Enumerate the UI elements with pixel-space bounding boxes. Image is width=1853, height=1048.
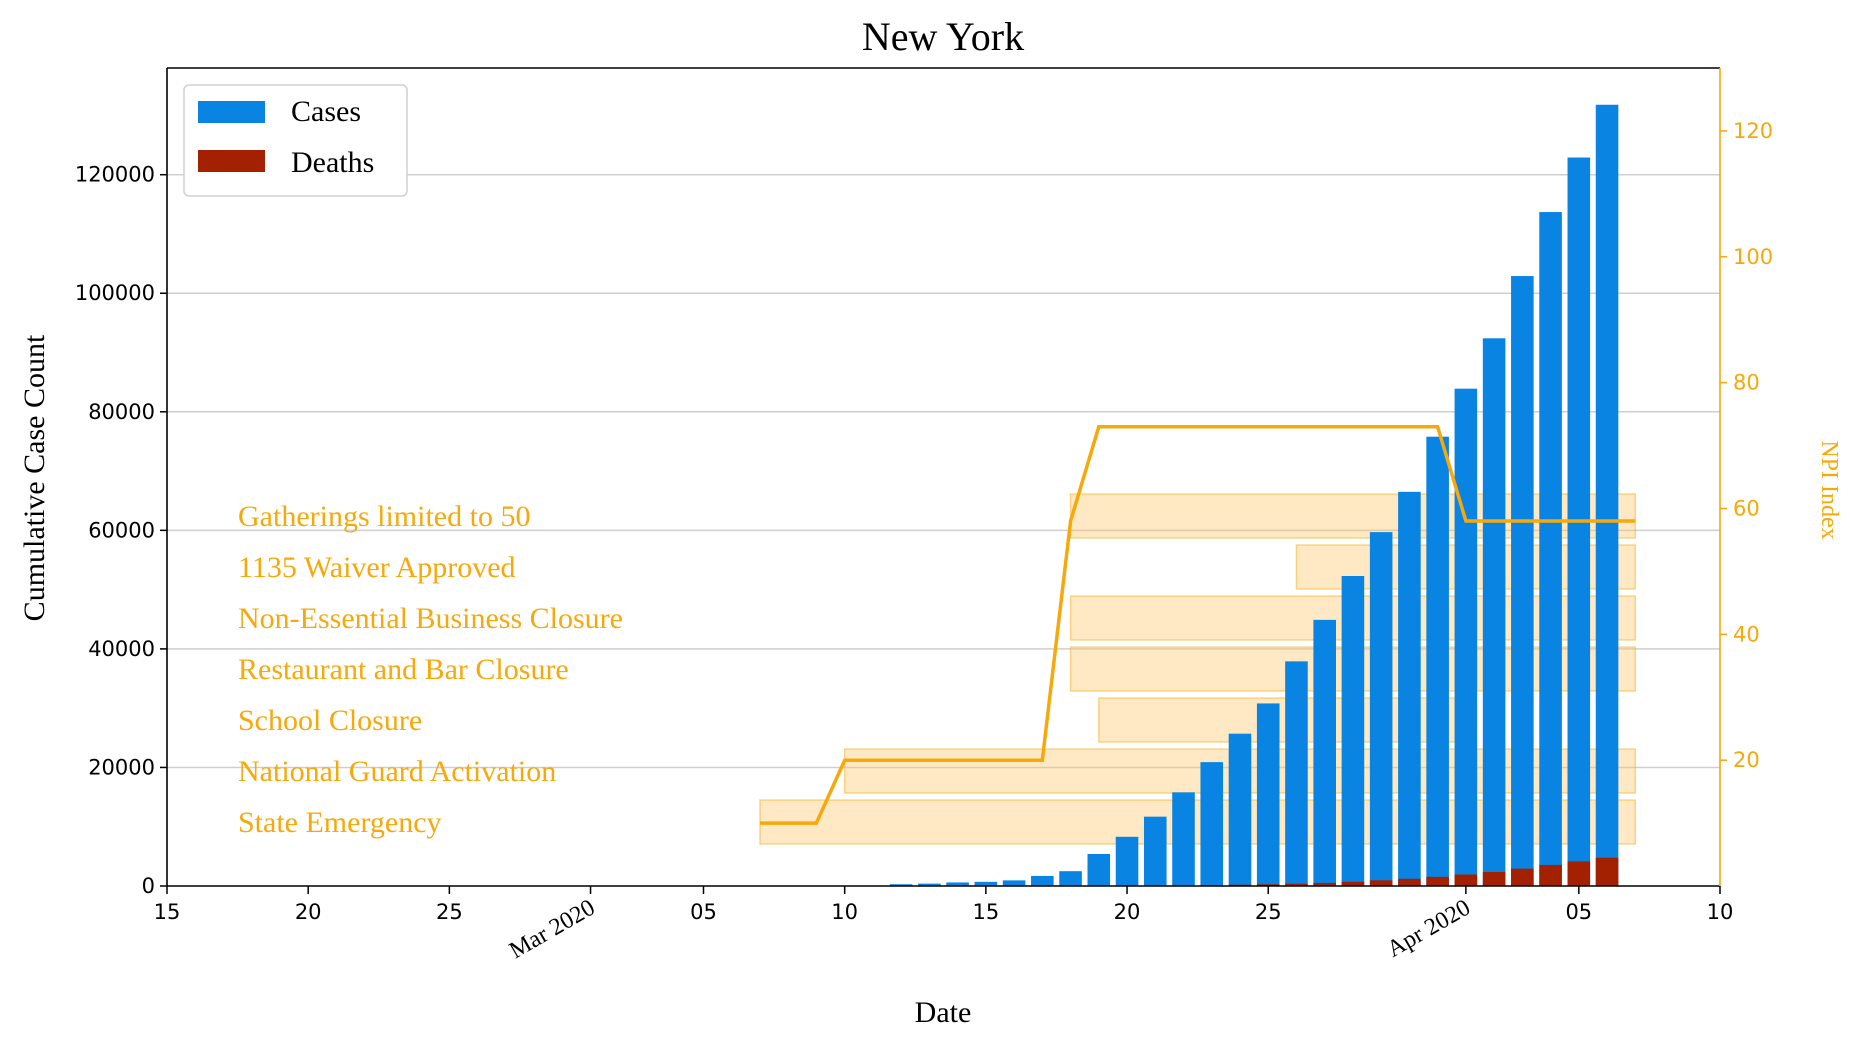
deaths-bar [1595,857,1619,886]
x-tick-label: 15 [972,900,999,924]
legend: Cases Deaths [183,84,408,197]
cases-bar [946,882,969,886]
deaths-bar [1341,881,1365,886]
cases-bar [1172,792,1195,886]
cases-bar [1313,619,1336,886]
y2-tick-label: 40 [1733,622,1760,646]
intervention-label: Gatherings limited to 50 [238,500,530,533]
x-tick-label: 10 [831,900,858,924]
x-tick-label: 20 [295,900,322,924]
cases-bar [1511,276,1534,886]
y-tick-label: 0 [142,874,155,898]
bar-series [889,104,1619,886]
deaths-bar [1539,864,1562,886]
deaths-bar [1256,884,1280,886]
cases-bar [1539,212,1562,886]
y-tick-label: 120000 [75,163,155,187]
x-tick-label: Mar 2020 [505,895,599,965]
y2-tick-label: 60 [1733,496,1760,520]
cases-bar [1059,871,1082,886]
x-tick-label: 15 [154,900,181,924]
cases-bar [1228,733,1252,886]
y-tick-label: 40000 [88,637,155,661]
cases-bar [1426,436,1449,886]
x-tick-label: 10 [1707,900,1734,924]
deaths-bar [1454,874,1478,886]
y-tick-label: 20000 [88,755,155,779]
y-tick-label: 100000 [75,281,155,305]
y-axis-label: Cumulative Case Count [18,334,51,621]
y2-tick-label: 120 [1733,119,1773,143]
cases-bar [889,884,913,886]
cases-bar [918,883,941,886]
cases-bar [1341,575,1365,886]
deaths-bar [1482,871,1506,886]
y2-tick-label: 80 [1733,371,1760,395]
intervention-label: School Closure [238,704,422,737]
chart-title: New York [862,14,1024,59]
y-tick-label: 80000 [88,400,155,424]
deaths-bar [1426,876,1449,886]
axes: 0 20000 40000 60000 80000 100000 120000 20 40 60 8… [75,67,1773,965]
x-tick-label: 25 [1255,900,1282,924]
intervention-label: 1135 Waiver Approved [238,551,516,584]
legend-label-deaths: Deaths [291,146,374,179]
cases-bar [1595,104,1619,886]
cases-bar [1369,532,1393,886]
npi-index-line [760,424,1636,825]
x-tick-label: 05 [690,900,717,924]
cases-bar [1002,880,1026,886]
x-tick-label: 05 [1565,900,1592,924]
deaths-bar [1511,868,1534,886]
cases-bar [1143,816,1167,886]
deaths-bar [1285,883,1308,886]
cases-bar [1454,388,1478,886]
legend-swatch-cases [198,101,265,123]
legend-label-cases: Cases [291,95,361,128]
x-axis-label: Date [915,996,972,1029]
deaths-bar [1313,882,1336,886]
intervention-labels: Gatherings limited to 50 1135 Waiver Appr… [238,500,623,839]
cases-bar [1482,338,1506,886]
cases-bar [1031,875,1054,886]
cases-bar [1256,703,1280,886]
deaths-bar [1369,880,1393,886]
x-tick-label: Apr 2020 [1383,895,1475,963]
x-tick-label: 25 [436,900,463,924]
cases-bar [1200,762,1224,886]
cases-bar [1398,491,1421,886]
intervention-label: National Guard Activation [238,755,556,788]
cases-bar [1115,836,1139,886]
y2-tick-label: 100 [1733,245,1773,269]
npi-line-series [760,424,1636,825]
y2-axis-label: NPI Index [1816,440,1842,539]
y-tick-label: 60000 [88,518,155,542]
intervention-label: Non-Essential Business Closure [238,602,623,635]
y2-tick-label: 20 [1733,748,1760,772]
intervention-label: State Emergency [238,806,442,839]
intervention-label: Restaurant and Bar Closure [238,653,569,686]
deaths-bar [1398,878,1421,886]
legend-swatch-deaths [198,150,265,172]
cases-bar [1285,661,1308,886]
cases-bar [1087,853,1111,886]
cases-bar [974,881,998,886]
deaths-bar [1567,861,1591,886]
x-tick-label: 20 [1114,900,1141,924]
